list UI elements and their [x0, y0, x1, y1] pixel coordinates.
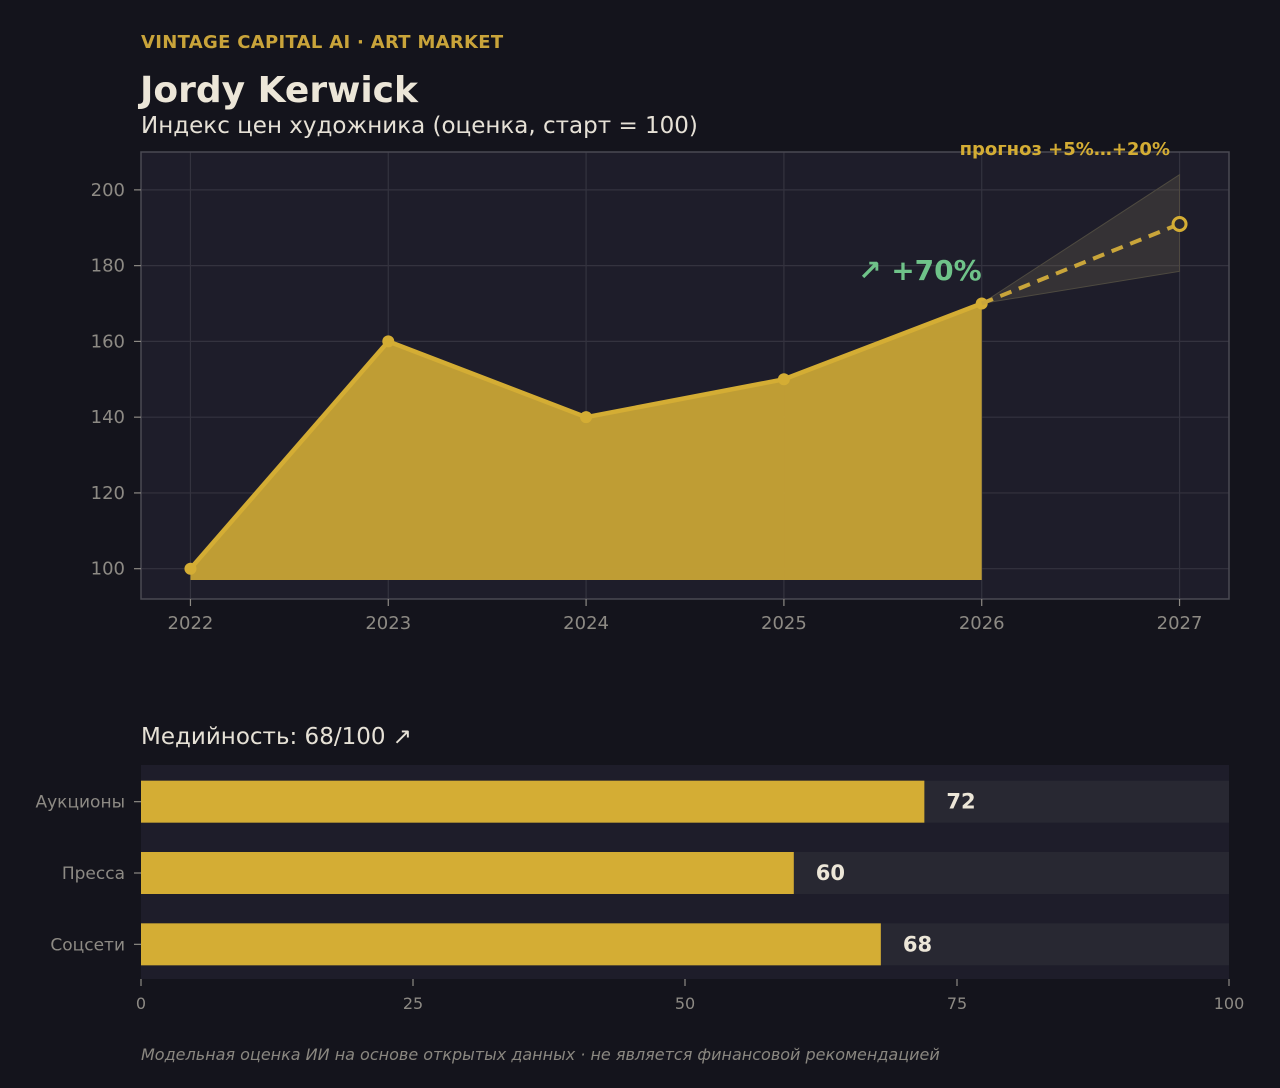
bar-value-label: 60 [816, 861, 845, 885]
y-tick-label: 160 [91, 331, 125, 352]
plot-frame [140, 151, 1230, 600]
forecast-label: прогноз +5%…+20% [960, 139, 1170, 160]
bar-x-tick-label: 75 [947, 994, 967, 1013]
y-tick-label: 140 [91, 407, 125, 428]
x-tick-label: 2023 [365, 613, 411, 634]
bar [141, 780, 925, 823]
y-tick-label: 120 [91, 483, 125, 504]
price-area-fill [190, 303, 982, 581]
y-tick-label: 180 [91, 256, 125, 277]
x-tick-label: 2022 [168, 613, 214, 634]
artist-name: Jordy Kerwick [140, 70, 418, 111]
y-tick-label: 200 [91, 180, 125, 201]
forecast-point [1171, 215, 1188, 232]
data-point [382, 335, 395, 348]
x-tick-label: 2026 [959, 613, 1005, 634]
data-point [184, 562, 197, 575]
x-tick-label: 2024 [563, 613, 609, 634]
bar-x-tick-label: 100 [1214, 994, 1245, 1013]
category-label: Соцсети [50, 935, 125, 955]
bar [141, 852, 794, 894]
data-point [777, 373, 790, 386]
bar-x-tick-label: 50 [675, 994, 695, 1013]
bar-value-label: 68 [903, 932, 932, 956]
bar-x-tick-label: 25 [403, 994, 423, 1013]
brand-label: VINTAGE CAPITAL AI · ART MARKET [141, 32, 504, 53]
bar-value-label: 72 [946, 790, 975, 814]
category-label: Пресса [62, 864, 125, 884]
bar-x-tick-label: 0 [136, 994, 146, 1013]
growth-label: ↗ +70% [858, 254, 982, 287]
forecast-line [980, 222, 1181, 306]
data-point [580, 411, 593, 424]
bar [141, 923, 881, 966]
media-score-title: Медийность: 68/100 ↗ [141, 724, 413, 750]
x-tick-label: 2027 [1157, 613, 1203, 634]
price-index-title: Индекс цен художника (оценка, старт = 10… [141, 113, 698, 139]
category-label: Аукционы [35, 793, 125, 813]
disclaimer-footnote: Модельная оценка ИИ на основе открытых д… [141, 1045, 940, 1064]
x-tick-label: 2025 [761, 613, 807, 634]
y-tick-label: 100 [91, 559, 125, 580]
